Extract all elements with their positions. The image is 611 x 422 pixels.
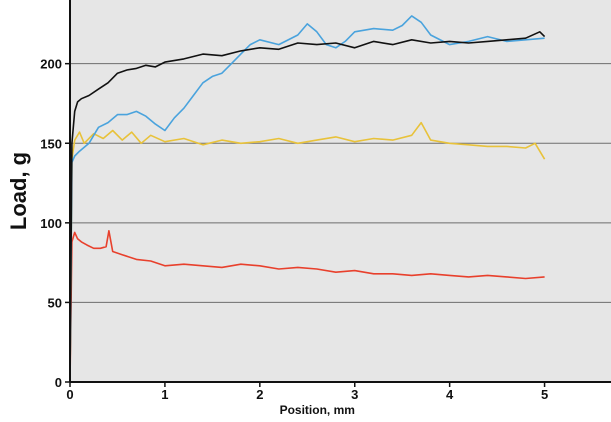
y-tick-label: 50 (48, 295, 62, 310)
series-line-2 (69, 121, 546, 383)
tick-labels: 0 50 100 150 200 0 1 2 3 4 5 (40, 57, 548, 402)
y-tick-label: 200 (40, 57, 62, 72)
x-tick-label: 1 (161, 387, 168, 402)
axes (65, 0, 611, 387)
x-tick-label: 5 (541, 387, 548, 402)
plot-background (70, 0, 611, 382)
series-line-1 (69, 230, 545, 383)
x-tick-label: 4 (446, 387, 454, 402)
y-tick-label: 150 (40, 136, 62, 151)
series-line-3 (69, 15, 545, 383)
x-tick-label: 3 (351, 387, 358, 402)
y-axis-title: Load, g (6, 152, 31, 230)
y-tick-label: 0 (55, 375, 62, 390)
x-axis-title: Position, mm (280, 403, 355, 417)
series-line-4 (69, 30, 546, 383)
x-tick-label: 2 (256, 387, 263, 402)
series-layer (69, 15, 546, 383)
y-tick-label: 100 (40, 216, 62, 231)
x-tick-label: 0 (66, 387, 73, 402)
